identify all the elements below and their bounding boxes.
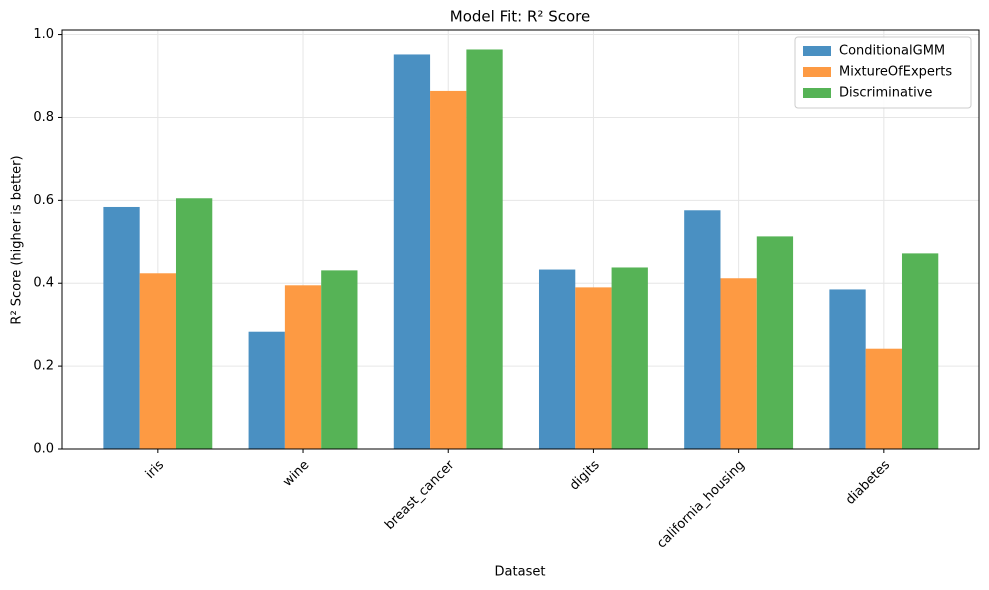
legend-swatch: [803, 46, 831, 56]
y-tick-label: 0.8: [33, 110, 54, 125]
bar: [284, 285, 322, 449]
bar: [248, 331, 285, 449]
y-tick-label: 0.2: [33, 359, 54, 374]
legend-label: ConditionalGMM: [839, 44, 945, 59]
legend-label: MixtureOfExperts: [839, 65, 952, 80]
bar: [538, 269, 576, 449]
bar: [865, 348, 902, 449]
x-axis-label: Dataset: [495, 565, 546, 580]
bar: [575, 287, 612, 449]
bar: [139, 273, 176, 449]
y-tick-label: 1.0: [33, 27, 54, 42]
y-tick-label: 0.6: [33, 193, 54, 208]
bar: [684, 210, 721, 449]
bar: [103, 206, 140, 449]
bar: [720, 278, 757, 449]
legend-box: [794, 36, 972, 109]
plot-frame: [61, 29, 980, 450]
y-tick-label: 0.4: [33, 276, 54, 291]
bar: [430, 90, 467, 449]
legend-swatch: [803, 67, 831, 77]
chart-title: Model Fit: R² Score: [450, 8, 590, 26]
bar: [756, 236, 794, 449]
legend-swatch: [803, 88, 831, 98]
bar: [466, 49, 503, 450]
y-tick-label: 0.0: [33, 442, 54, 457]
bar: [611, 267, 648, 449]
y-axis-label: R² Score (higher is better): [10, 155, 25, 324]
bar: [901, 253, 939, 449]
bar: [393, 54, 431, 449]
legend-label: Discriminative: [839, 86, 932, 101]
bar: [175, 198, 213, 449]
bar: [321, 270, 358, 449]
bar: [829, 289, 866, 449]
